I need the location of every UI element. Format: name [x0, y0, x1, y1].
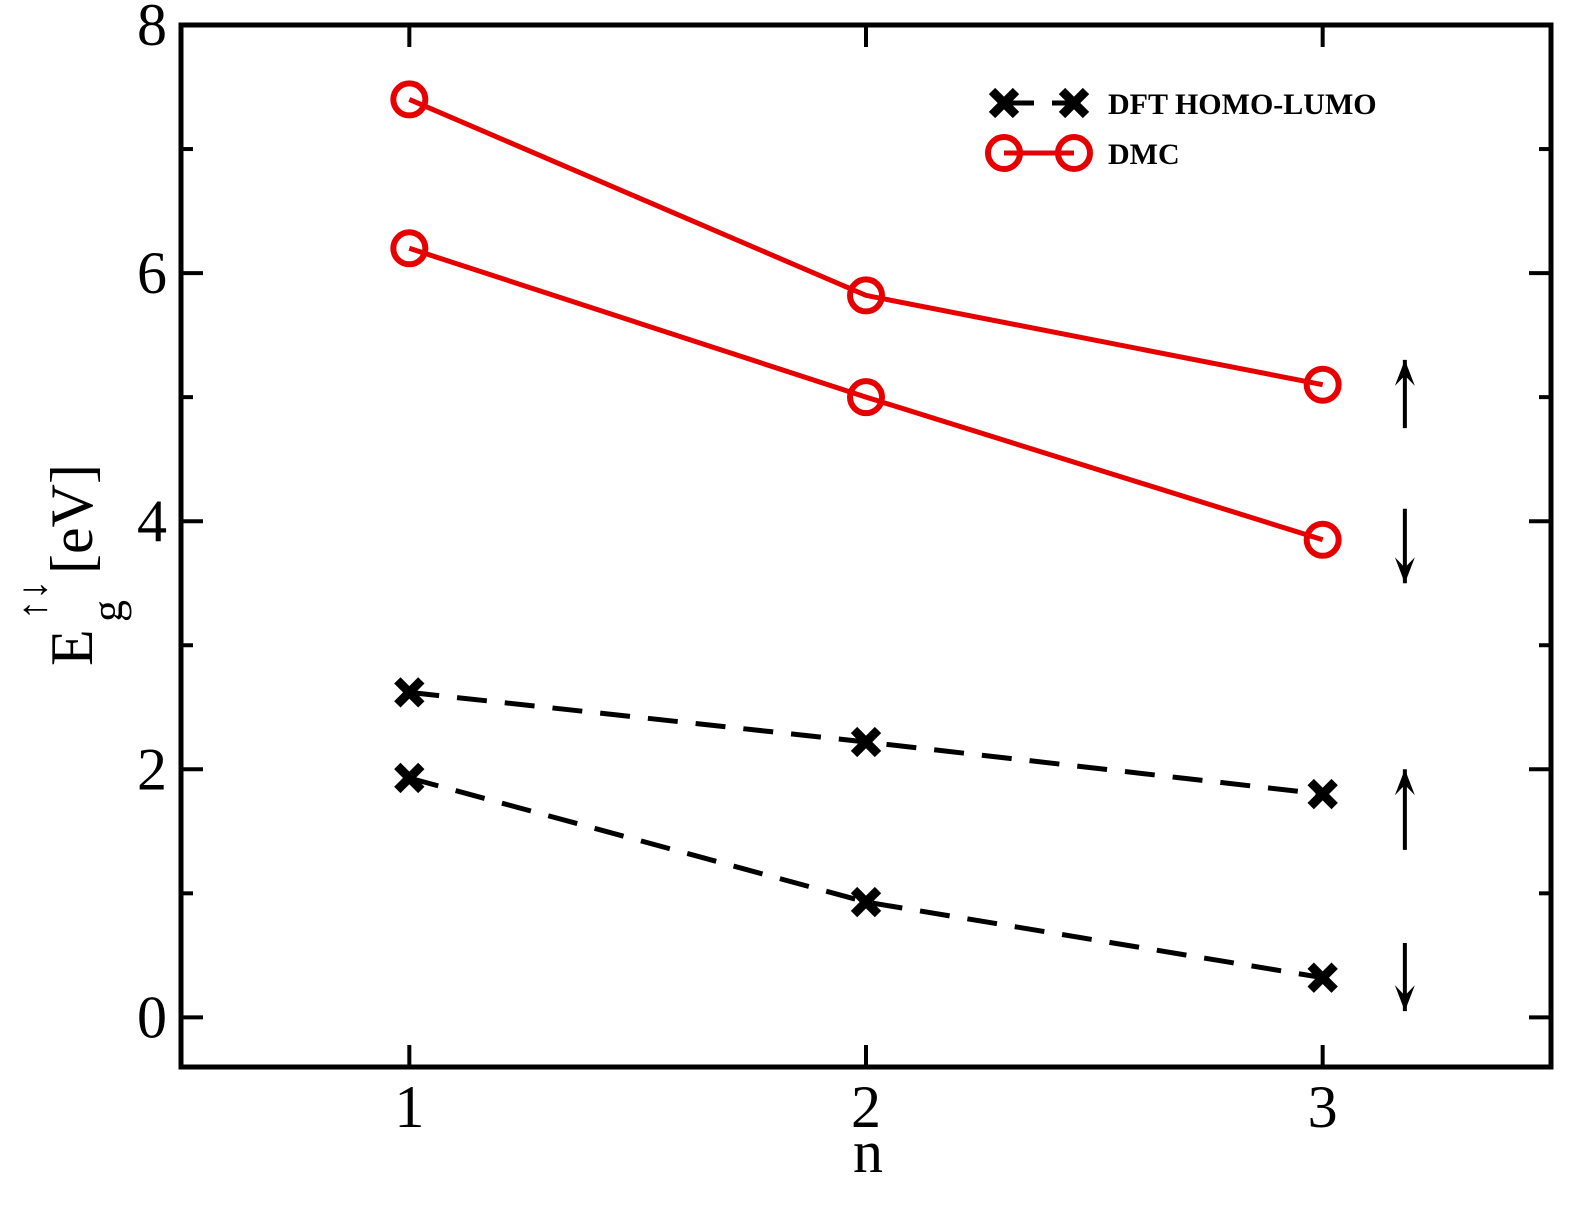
- series-layer: [390, 80, 1342, 993]
- data-point-dft-down: [394, 762, 425, 794]
- data-point-dmc-up: [390, 80, 429, 119]
- legend-dft-label: DFT HOMO-LUMO: [1108, 88, 1377, 121]
- y-axis-title: E g ↑↓ [eV]: [10, 464, 132, 666]
- x-tick-label: 2: [851, 1074, 881, 1140]
- legend: DFT HOMO-LUMO DMC: [985, 87, 1377, 172]
- data-point-dft-up: [850, 726, 882, 758]
- y-minor-ticks: [181, 147, 1551, 896]
- spin-arrow-up: [1394, 769, 1415, 850]
- series-line-dmc-down: [408, 245, 1324, 543]
- spin-arrow-head: [1394, 557, 1415, 584]
- series-line-dft-down: [408, 775, 1324, 981]
- cross-stroke: [394, 762, 425, 794]
- data-point-dmc-down: [390, 229, 429, 268]
- spin-arrow-head: [1394, 769, 1415, 796]
- x-tick-label: 3: [1308, 1074, 1338, 1140]
- spin-arrows: [1394, 359, 1415, 1012]
- data-point-dft-up: [394, 677, 425, 708]
- series-line-dmc-up: [408, 97, 1324, 388]
- spin-arrow-up: [1394, 359, 1415, 429]
- x-axis-title: n: [853, 1119, 883, 1185]
- cross-stroke: [988, 87, 1020, 119]
- cross-stroke: [850, 726, 882, 758]
- x-axis-ticks: 1 2 3: [394, 25, 1338, 1140]
- y-tick-label: 0: [137, 984, 167, 1050]
- cross-stroke: [394, 677, 425, 708]
- cross-stroke: [1307, 778, 1338, 810]
- legend-dmc-markers: [985, 134, 1093, 172]
- y-axis-title-subscript: g: [83, 600, 132, 622]
- cross-stroke: [1307, 962, 1338, 993]
- y-tick-label: 4: [137, 488, 167, 554]
- legend-dft-marker: [1058, 87, 1090, 119]
- spin-arrow-down: [1394, 508, 1415, 584]
- x-tick-label: 1: [394, 1074, 424, 1140]
- legend-dmc-marker: [985, 134, 1023, 172]
- data-point-dmc-up: [847, 276, 885, 315]
- data-point-dmc-down: [1303, 520, 1342, 559]
- y-tick-label: 6: [137, 240, 167, 306]
- legend-dmc-label: DMC: [1108, 138, 1180, 171]
- data-point-dft-up: [1307, 778, 1338, 810]
- data-point-dmc-up: [1303, 365, 1342, 404]
- y-tick-label: 2: [137, 736, 167, 802]
- cross-stroke: [850, 886, 882, 918]
- data-point-dft-down: [850, 886, 882, 918]
- y-axis-ticks: 0 2 4 6 8: [137, 0, 1551, 1050]
- data-point-dft-down: [1307, 962, 1338, 993]
- series-dmc-up: [390, 80, 1342, 404]
- legend-dft-markers: [988, 87, 1090, 119]
- spin-arrow-head: [1394, 359, 1415, 386]
- cross-stroke: [1058, 87, 1090, 119]
- data-point-dmc-down: [847, 378, 885, 417]
- series-dft-up: [394, 677, 1338, 810]
- legend-dft-marker: [988, 87, 1020, 119]
- y-tick-label: 8: [137, 0, 167, 58]
- legend-item-dmc: DMC: [985, 134, 1180, 172]
- y-axis-title-superscript: ↑↓: [10, 580, 55, 620]
- y-axis-title-unit: [eV]: [39, 464, 105, 574]
- series-dmc-down: [390, 229, 1342, 559]
- spin-arrow-head: [1394, 985, 1415, 1012]
- legend-item-dft: DFT HOMO-LUMO: [988, 87, 1377, 121]
- series-dft-down: [394, 762, 1338, 993]
- y-axis-title-main: E: [39, 629, 105, 666]
- spin-arrow-down: [1394, 942, 1415, 1012]
- legend-dmc-marker: [1055, 134, 1093, 172]
- plot-frame: [178, 22, 1554, 1070]
